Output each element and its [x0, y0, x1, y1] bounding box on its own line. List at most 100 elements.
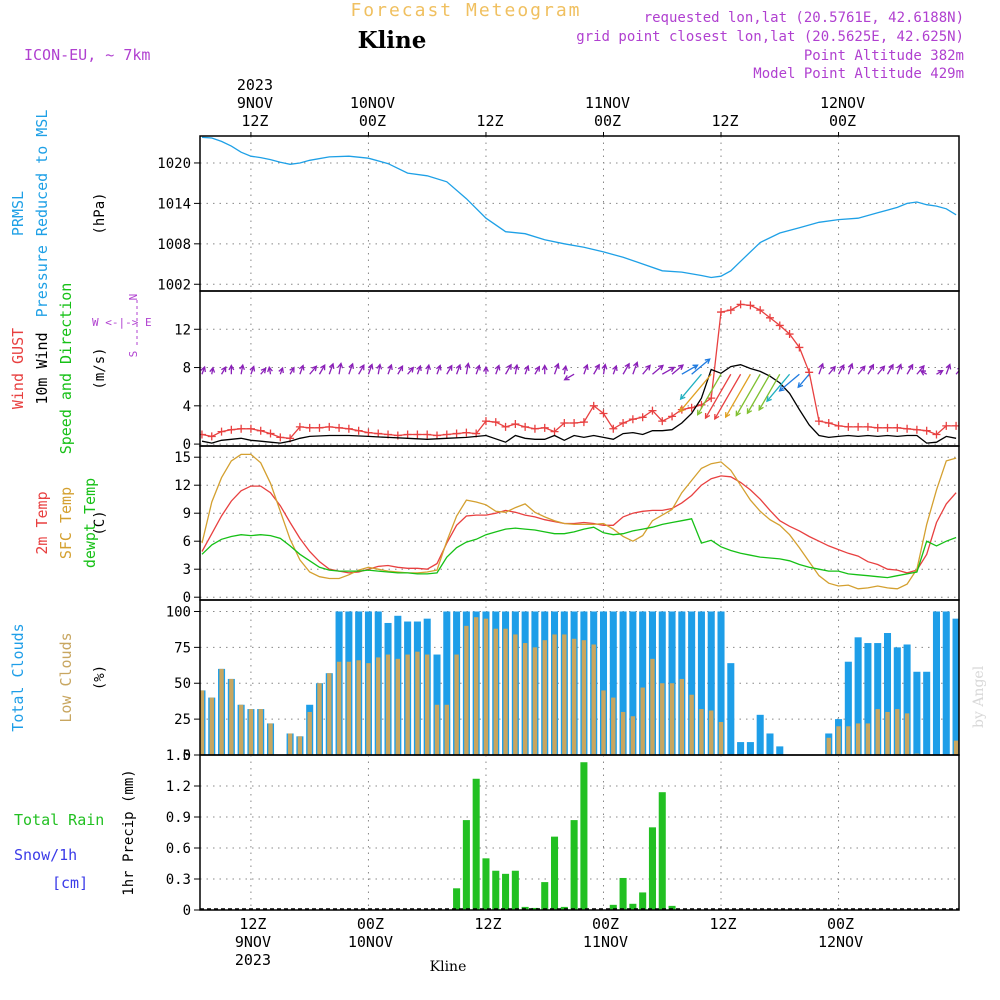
bottom-axis-label: 11NOV	[583, 933, 628, 951]
wind-direction-arrow	[504, 363, 512, 375]
wind-arrow-shaft	[465, 363, 469, 375]
wind-direction-arrow	[632, 361, 639, 375]
series-line-10m-wind	[201, 364, 957, 444]
wind-direction-arrow	[678, 373, 712, 413]
compass-south: S	[127, 351, 140, 358]
top-axis-label: 00Z	[829, 112, 856, 130]
top-axis-label: 12Z	[241, 112, 268, 130]
wind-direction-arrow	[387, 363, 393, 375]
y-tick-label: 15	[174, 450, 191, 466]
bar-low-clouds	[885, 711, 890, 755]
series-line-prmsl	[201, 136, 957, 279]
wind-arrow-shaft	[697, 373, 722, 416]
gust-marker	[844, 422, 853, 431]
wind-direction-arrow	[309, 365, 318, 375]
bar-low-clouds	[503, 628, 508, 755]
wind-arrow-shaft	[758, 373, 781, 411]
wind-arrow-head	[797, 382, 804, 389]
wind-arrow-head	[677, 364, 685, 370]
gust-marker	[619, 419, 628, 428]
gust-marker	[785, 330, 794, 339]
wind-arrow-shaft	[348, 363, 354, 375]
wind-direction-arrow	[337, 362, 344, 375]
wind-arrow-head	[249, 365, 256, 372]
gust-marker	[266, 429, 275, 438]
y-tick-label: 0.6	[166, 841, 191, 857]
wind-arrow-shaft	[691, 358, 711, 375]
y-tick-label: 0	[183, 590, 191, 606]
wind-arrow-head	[601, 363, 608, 370]
bar-total-rain	[648, 827, 656, 910]
wind-arrow-head	[447, 364, 453, 371]
gust-marker	[433, 431, 442, 440]
wind-arrow-head	[888, 363, 894, 370]
wind-arrow-head	[239, 363, 245, 371]
gust-marker	[521, 422, 530, 431]
gust-marker	[491, 418, 500, 427]
bar-total-clouds	[952, 618, 959, 755]
y-axis-label: (m/s)	[92, 347, 108, 389]
wind-arrow-head	[387, 363, 393, 371]
bar-low-clouds	[385, 654, 391, 755]
gust-marker	[765, 313, 774, 322]
bar-low-clouds	[904, 713, 910, 755]
series-line-wind-gust	[201, 303, 957, 439]
wind-arrow-shaft	[652, 364, 664, 375]
gust-marker	[374, 429, 383, 438]
wind-arrow-shaft	[426, 364, 430, 375]
bar-low-clouds	[611, 697, 616, 755]
bar-total-clouds	[727, 663, 735, 755]
gust-marker	[707, 394, 716, 403]
wind-direction-arrow	[652, 364, 664, 375]
wind-direction-arrow	[828, 365, 836, 375]
wind-direction-arrow	[612, 364, 618, 375]
wind-direction-arrow	[906, 363, 914, 375]
wind-direction-arrow	[464, 362, 471, 375]
top-axis-label: 12Z	[476, 112, 503, 130]
bar-low-clouds	[287, 733, 293, 755]
y-axis-label: (C)	[92, 510, 108, 535]
gust-marker	[256, 426, 265, 435]
wind-arrow-shaft	[704, 373, 732, 419]
bar-total-rain	[511, 870, 519, 910]
gust-marker	[795, 343, 804, 352]
y-tick-label: 0	[183, 437, 191, 453]
legend-label: 2m Temp	[33, 491, 51, 554]
bar-low-clouds	[209, 697, 214, 755]
bottom-axis-label: 00Z	[592, 915, 619, 933]
top-axis-label: 9NOV	[237, 94, 273, 112]
wind-arrow-head	[455, 363, 462, 371]
gust-marker	[912, 425, 921, 434]
wind-arrow-head	[919, 370, 927, 376]
wind-arrow-shaft	[328, 363, 334, 375]
bar-total-clouds	[903, 644, 911, 755]
gust-marker	[217, 427, 226, 436]
gust-marker	[893, 423, 902, 432]
wind-direction-arrow	[642, 364, 651, 375]
bar-total-clouds	[717, 611, 725, 755]
bar-total-rain	[531, 907, 539, 910]
wind-arrow-shaft	[299, 365, 304, 375]
bar-low-clouds	[307, 711, 312, 755]
bar-low-clouds	[846, 726, 851, 755]
gust-marker	[276, 433, 285, 442]
wind-direction-arrow	[746, 373, 771, 415]
y-tick-label: 50	[174, 676, 191, 692]
plot-area	[200, 300, 959, 444]
y-tick-label: 1002	[157, 277, 191, 293]
wind-direction-arrow	[601, 363, 608, 375]
wind-direction-arrow	[534, 365, 540, 375]
wind-arrow-shaft	[309, 365, 317, 375]
panel-4: 0 25 50 75 100 (%) Total Clouds Low Clouds	[9, 599, 960, 764]
y-tick-label: 12	[174, 478, 191, 494]
wind-direction-arrow	[348, 362, 355, 375]
wind-arrow-shaft	[495, 365, 500, 375]
wind-arrow-head	[475, 364, 481, 371]
gust-marker	[530, 424, 539, 433]
wind-direction-arrow	[583, 363, 589, 375]
wind-arrow-head	[367, 363, 374, 370]
wind-arrow-shaft	[553, 363, 559, 375]
legend-label: Wind GUST	[9, 328, 27, 409]
y-tick-label: 8	[183, 361, 191, 377]
